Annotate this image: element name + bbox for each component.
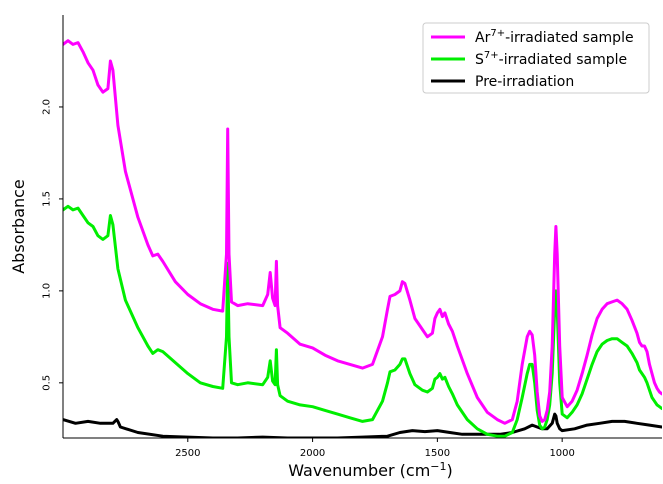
y-tick-label: 0.5 xyxy=(42,375,53,391)
y-axis-title: Absorbance xyxy=(9,179,28,274)
x-axis-title-close: ) xyxy=(447,461,453,480)
x-tick-label: 1500 xyxy=(425,448,450,459)
series-layer xyxy=(63,39,662,438)
y-tick-label: 1.0 xyxy=(42,283,53,299)
x-axis-title-sup: −1 xyxy=(430,460,446,473)
y-tick-label: 1.5 xyxy=(42,191,53,207)
x-tick-label: 1000 xyxy=(549,448,574,459)
legend-label: S7+-irradiated sample xyxy=(475,50,627,68)
x-ticks: 2500 2000 1500 1000 xyxy=(175,438,575,459)
legend-box xyxy=(422,22,650,94)
legend-label: Pre-irradiation xyxy=(475,74,574,90)
legend: Ar7+-irradiated sample S7+-irradiated sam… xyxy=(422,22,650,94)
y-ticks: 0.5 1.0 1.5 2.0 xyxy=(42,99,63,391)
x-tick-label: 2500 xyxy=(175,448,200,459)
x-axis-title: Wavenumber (cm−1) xyxy=(288,460,453,480)
x-tick-label: 2000 xyxy=(300,448,325,459)
y-tick-label: 2.0 xyxy=(42,99,53,115)
x-axis-title-main: Wavenumber (cm xyxy=(288,461,430,480)
axes-layer: 2500 2000 1500 1000 0.5 1.0 1.5 2.0 xyxy=(42,15,662,459)
series-line-ar xyxy=(63,39,662,425)
series-line-pre xyxy=(63,412,662,438)
legend-label: Ar7+-irradiated sample xyxy=(475,28,634,46)
series-line-s xyxy=(63,204,662,438)
